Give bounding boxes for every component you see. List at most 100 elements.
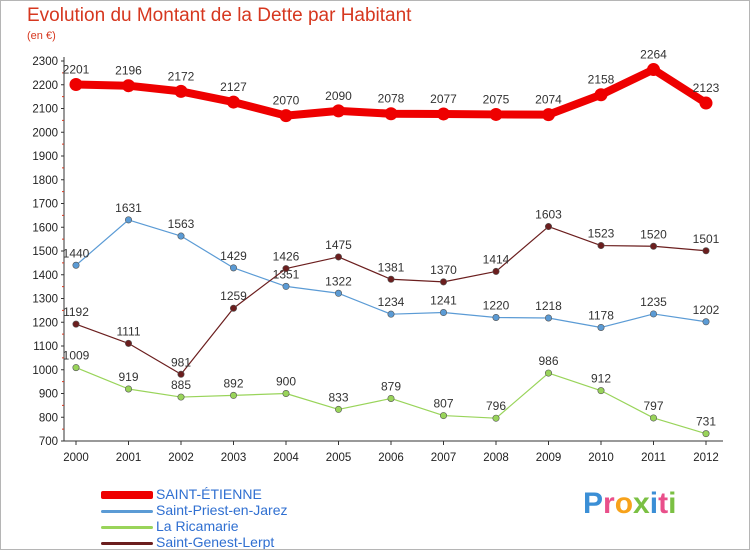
data-label: 1234 xyxy=(378,295,405,309)
x-tick-label: 2002 xyxy=(168,452,194,464)
data-point xyxy=(489,107,503,121)
data-label: 1520 xyxy=(640,227,667,241)
y-tick-label: 2300 xyxy=(32,56,58,68)
data-point xyxy=(439,309,447,317)
brand-logo: Proxiti xyxy=(583,487,676,521)
y-tick-label: 1100 xyxy=(33,341,58,353)
data-point xyxy=(177,232,185,240)
y-tick-label: 900 xyxy=(39,389,58,401)
x-tick-label: 2003 xyxy=(221,452,247,464)
y-tick-label: 800 xyxy=(39,412,58,424)
x-tick-label: 2000 xyxy=(63,452,89,464)
data-label: 919 xyxy=(118,370,138,384)
data-label: 912 xyxy=(591,372,611,386)
data-point xyxy=(282,389,290,397)
data-label: 892 xyxy=(223,376,243,390)
data-point xyxy=(702,430,710,438)
x-tick-label: 2012 xyxy=(693,452,719,464)
data-point xyxy=(542,108,555,122)
data-point xyxy=(492,414,500,422)
data-label: 2172 xyxy=(168,69,195,83)
data-label: 1009 xyxy=(63,349,90,363)
data-label: 796 xyxy=(486,399,506,413)
data-label: 2074 xyxy=(535,93,562,107)
data-point xyxy=(334,253,342,261)
data-label: 2264 xyxy=(640,48,667,62)
data-label: 1235 xyxy=(640,295,667,309)
data-label: 1440 xyxy=(63,246,90,260)
data-label: 1631 xyxy=(115,201,142,215)
data-label: 833 xyxy=(328,390,348,404)
data-label: 1370 xyxy=(430,263,457,277)
data-label: 807 xyxy=(433,397,453,411)
data-point xyxy=(332,104,345,118)
data-label: 2127 xyxy=(220,80,247,94)
data-label: 1414 xyxy=(483,252,510,266)
data-point xyxy=(387,275,395,283)
data-label: 2201 xyxy=(63,63,90,77)
x-tick-label: 2007 xyxy=(431,452,457,464)
data-point xyxy=(69,78,83,92)
brand-letter: r xyxy=(603,487,615,520)
y-tick-label: 1800 xyxy=(32,175,58,187)
data-label: 1523 xyxy=(588,227,615,241)
x-tick-label: 2009 xyxy=(536,452,562,464)
data-label: 2075 xyxy=(483,92,510,106)
y-tick-label: 1500 xyxy=(32,246,58,258)
brand-letter: i xyxy=(668,487,677,520)
x-tick-label: 2008 xyxy=(483,452,509,464)
data-point xyxy=(702,318,710,326)
data-label: 1220 xyxy=(483,299,510,313)
x-tick-label: 2011 xyxy=(641,452,666,464)
legend-swatch xyxy=(101,525,153,529)
chart-title: Evolution du Montant de la Dette par Hab… xyxy=(27,5,412,26)
data-label: 981 xyxy=(171,355,191,369)
data-label: 2158 xyxy=(588,73,615,87)
data-point xyxy=(384,107,398,121)
legend-label: La Ricamarie xyxy=(156,518,239,534)
y-tick-label: 1700 xyxy=(32,199,58,211)
data-point xyxy=(544,314,552,322)
data-label: 986 xyxy=(538,354,558,368)
data-point xyxy=(702,247,710,255)
data-point xyxy=(227,95,240,109)
data-label: 2090 xyxy=(325,89,352,103)
legend-swatch xyxy=(101,491,153,499)
data-label: 1241 xyxy=(430,294,457,308)
y-tick-label: 1900 xyxy=(32,151,58,163)
x-tick-label: 2004 xyxy=(273,452,299,464)
data-label: 1351 xyxy=(273,267,300,281)
data-point xyxy=(437,107,450,121)
brand-letter: o xyxy=(614,487,634,520)
chart-subtitle: (en €) xyxy=(27,30,56,42)
data-point xyxy=(177,370,185,378)
y-tick-label: 1600 xyxy=(32,222,58,234)
data-point xyxy=(125,216,133,224)
legend-label: Saint-Priest-en-Jarez xyxy=(156,502,288,518)
data-label: 1501 xyxy=(693,232,720,246)
data-point xyxy=(439,412,447,420)
data-label: 885 xyxy=(171,378,191,392)
y-tick-label: 700 xyxy=(39,436,58,448)
data-label: 2196 xyxy=(115,64,142,78)
data-point xyxy=(279,109,293,123)
data-point xyxy=(72,320,80,328)
brand-letter: x xyxy=(633,487,650,520)
data-point xyxy=(72,364,80,372)
data-point xyxy=(649,310,657,318)
data-label: 1192 xyxy=(63,305,89,319)
data-point xyxy=(699,96,713,110)
data-label: 797 xyxy=(643,399,663,413)
brand-letter: t xyxy=(658,487,669,520)
data-point xyxy=(649,414,657,422)
data-point xyxy=(334,405,342,413)
data-point xyxy=(230,264,238,272)
data-point xyxy=(544,369,552,377)
data-point xyxy=(439,278,447,286)
legend-label: Saint-Genest-Lerpt xyxy=(156,534,275,550)
data-point xyxy=(492,267,500,275)
data-label: 1429 xyxy=(220,249,247,263)
legend-swatch xyxy=(101,509,153,513)
data-point xyxy=(597,242,605,250)
